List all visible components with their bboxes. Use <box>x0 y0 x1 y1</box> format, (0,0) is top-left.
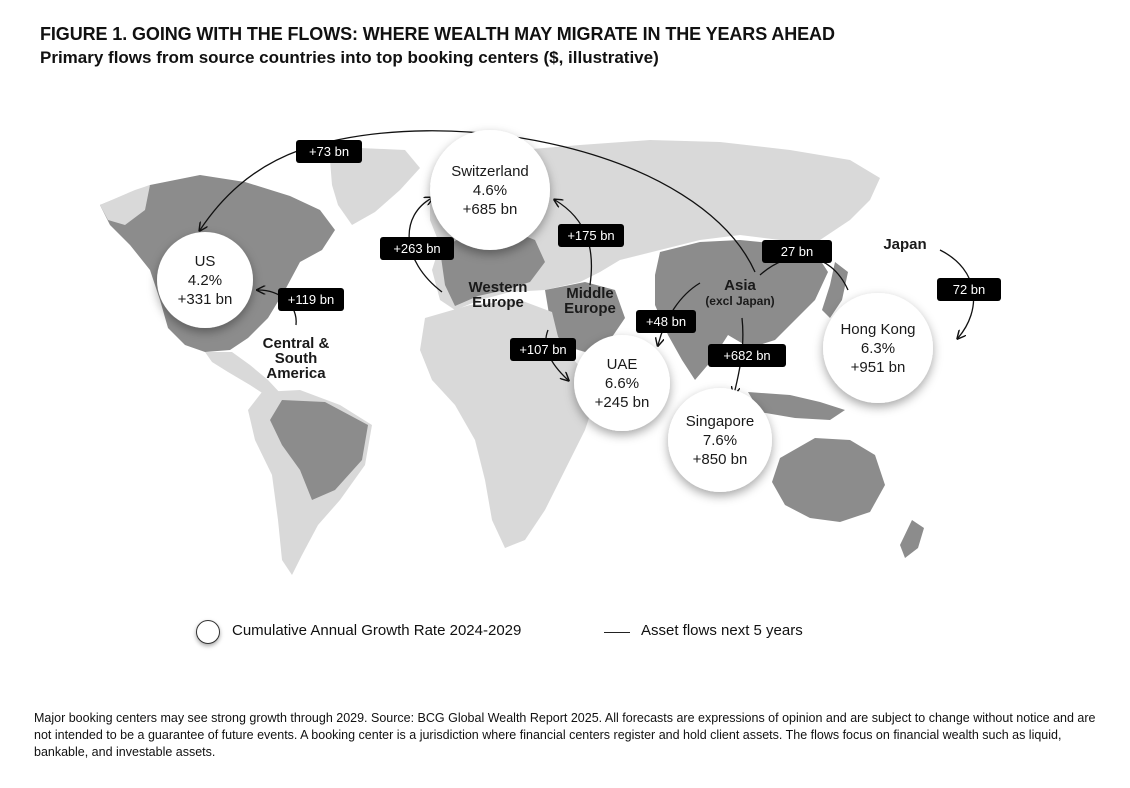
region-line2: Europe <box>472 294 524 311</box>
flow-label-text: 27 bn <box>781 244 814 259</box>
flow-label-tag: +263 bn <box>380 237 454 260</box>
middle-east-shape <box>545 282 625 352</box>
flow-label-tag: +682 bn <box>708 344 786 367</box>
bubble-name: Switzerland <box>451 163 529 180</box>
flow-line-asia-to-us <box>200 130 756 273</box>
bubble-circle <box>668 388 772 492</box>
greenland-shape <box>330 148 420 225</box>
bubble-flow: +245 bn <box>595 394 650 411</box>
flow-label-bg <box>380 237 454 260</box>
bubble-name: US <box>195 253 216 270</box>
flow-label-bg <box>937 278 1001 301</box>
alaska-shape <box>100 185 150 225</box>
central-america-shape <box>205 352 282 398</box>
australia-shape <box>772 438 885 522</box>
flow-label-bg <box>558 224 624 247</box>
asia-dark-shape <box>655 240 828 380</box>
flow-label-text: 72 bn <box>953 282 986 297</box>
flow-label-bg <box>636 310 696 333</box>
japan-shape <box>822 262 848 318</box>
brazil-shape <box>270 400 368 500</box>
legend-line-label: Asset flows next 5 years <box>641 622 803 639</box>
region-line1: Asia <box>724 277 756 294</box>
flow-label-bg <box>278 288 344 311</box>
bubble-flow: +331 bn <box>178 291 233 308</box>
figure-subtitle: Primary flows from source countries into… <box>40 48 659 67</box>
new-zealand-shape <box>900 520 924 558</box>
region-line3: America <box>266 365 326 382</box>
bubble-flow: +951 bn <box>851 359 906 376</box>
bubble-name: Hong Kong <box>840 321 915 338</box>
flow-label-tag: 72 bn <box>937 278 1001 301</box>
bubble-name: Singapore <box>686 413 754 430</box>
bubble-cagr: 4.2% <box>188 272 222 289</box>
bubble-circle <box>823 293 933 403</box>
flow-label-bg <box>708 344 786 367</box>
bubble-cagr: 6.3% <box>861 340 895 357</box>
region-line2: South <box>275 350 318 367</box>
region-line1: Central & <box>263 335 330 352</box>
bubble-uae: UAE 6.6% +245 bn <box>574 335 670 431</box>
flow-label-tag: +119 bn <box>278 288 344 311</box>
flow-label-text: +48 bn <box>646 314 686 329</box>
bubble-cagr: 7.6% <box>703 432 737 449</box>
flow-label-tag: +48 bn <box>636 310 696 333</box>
flow-label-bg <box>762 240 832 263</box>
region-label: Japan <box>883 236 926 253</box>
se-asia-islands-shape <box>748 392 845 420</box>
bubble-circle <box>574 335 670 431</box>
source-region-labels: Central &SouthAmericaWesternEuropeMiddle… <box>263 236 927 382</box>
bubble-flow: +685 bn <box>463 201 518 218</box>
flow-label-bg <box>296 140 362 163</box>
flow-label-text: +107 bn <box>519 342 566 357</box>
flow-label-tag: +73 bn <box>296 140 362 163</box>
flow-label-text: +175 bn <box>567 228 614 243</box>
flow-label-tag: +107 bn <box>510 338 576 361</box>
region-line1: Japan <box>883 236 926 253</box>
booking-center-bubbles: US 4.2% +331 bn Switzerland 4.6% +685 bn UAE 6.… <box>157 130 933 492</box>
bubble-us: US 4.2% +331 bn <box>157 232 253 328</box>
africa-shape <box>420 300 600 548</box>
flow-labels: +73 bn +119 bn +263 bn +175 bn +107 bn +48 bn… <box>278 140 1001 367</box>
bubble-cagr: 6.6% <box>605 375 639 392</box>
bubble-circle <box>430 130 550 250</box>
bubble-singapore: Singapore 7.6% +850 bn <box>668 388 772 492</box>
flow-label-tag: 27 bn <box>762 240 832 263</box>
region-line2: (excl Japan) <box>705 294 774 308</box>
western-europe-shape <box>440 228 545 306</box>
bubble-flow: +850 bn <box>693 451 748 468</box>
figure-title: FIGURE 1. GOING WITH THE FLOWS: WHERE WE… <box>40 24 835 44</box>
flow-label-bg <box>510 338 576 361</box>
legend-bubble-label: Cumulative Annual Growth Rate 2024-2029 <box>232 622 522 639</box>
flow-label-text: +682 bn <box>723 348 770 363</box>
region-line2: Europe <box>564 300 616 317</box>
flow-label-tag: +175 bn <box>558 224 624 247</box>
region-line1: Middle <box>566 285 614 302</box>
footnote: Major booking centers may see strong gro… <box>34 711 1096 759</box>
flow-label-text: +73 bn <box>309 144 349 159</box>
bubble-cagr: 4.6% <box>473 182 507 199</box>
region-line1: Western <box>469 279 528 296</box>
bubble-hong-kong: Hong Kong 6.3% +951 bn <box>823 293 933 403</box>
flow-label-text: +263 bn <box>393 241 440 256</box>
region-label: Asia(excl Japan) <box>705 277 774 308</box>
legend-bubble-icon <box>196 620 220 644</box>
legend-line-icon <box>604 632 630 633</box>
flow-line-asia-to-uae <box>658 282 701 345</box>
bubble-circle <box>157 232 253 328</box>
bubble-name: UAE <box>607 356 638 373</box>
bubble-switzerland: Switzerland 4.6% +685 bn <box>430 130 550 250</box>
flow-label-text: +119 bn <box>288 292 334 307</box>
